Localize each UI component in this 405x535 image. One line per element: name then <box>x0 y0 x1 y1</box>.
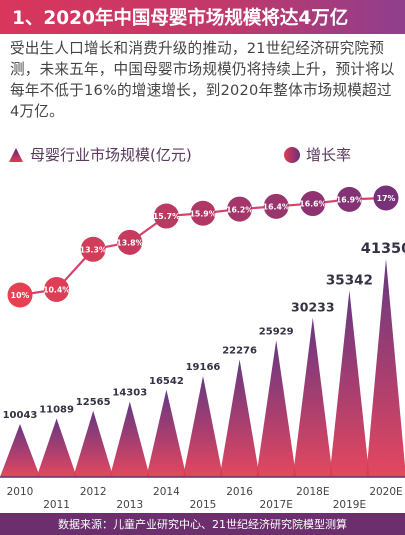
bar-2013 <box>109 401 150 477</box>
bar-value-label: 10043 <box>3 410 38 421</box>
bar-2014 <box>146 389 187 477</box>
source-note: 数据来源：儿童产业研究中心、21世纪经济研究院模型测算 <box>58 518 347 531</box>
x-tick-label: 2013 <box>116 499 143 510</box>
bar-2020E <box>366 259 405 477</box>
bar-2016 <box>219 359 260 477</box>
bar-2019E <box>329 290 370 477</box>
page-title: 1、2020年中国母婴市场规模将达4万亿 <box>12 8 349 29</box>
growth-rate-label: 15.7% <box>153 212 180 221</box>
bar-value-label: 35342 <box>326 273 373 289</box>
bar-value-label: 19166 <box>186 362 221 373</box>
x-tick-label: 2012 <box>80 486 107 498</box>
growth-rate-label: 13.8% <box>116 239 143 248</box>
x-tick-label: 2010 <box>7 486 34 498</box>
growth-rate-point <box>117 229 143 255</box>
growth-rate-point <box>263 193 289 219</box>
x-tick-label: 2011 <box>43 499 70 510</box>
growth-rate-point <box>7 282 33 308</box>
growth-rate-point <box>80 236 106 262</box>
growth-rate-point <box>153 203 179 229</box>
bar-value-label: 22276 <box>222 346 257 357</box>
legend-line-label: 增长率 <box>306 146 351 164</box>
x-tick-label: 2017E <box>260 499 293 510</box>
growth-rate-series: 10% 10.4% 13.3% 13.8% 15.7% 15.9% 16.2% 16.4% 16… <box>7 185 399 308</box>
x-tick-label: 2020E <box>369 486 402 498</box>
x-tick-label: 2015 <box>190 499 217 510</box>
source-footer: 数据来源：儿童产业研究中心、21世纪经济研究院模型测算 <box>0 513 405 535</box>
title-bar: 1、2020年中国母婴市场规模将达4万亿 <box>0 0 405 34</box>
bar-2012 <box>73 410 114 477</box>
bar-series <box>0 259 405 477</box>
bar-2017E <box>256 340 297 477</box>
growth-rate-label: 16.2% <box>226 205 253 214</box>
bar-value-label: 41350 <box>361 241 405 257</box>
growth-rate-label: 17% <box>377 194 396 203</box>
bar-value-labels: 1004311089125651430316542191662227625929… <box>3 241 405 421</box>
growth-rate-point <box>373 185 399 211</box>
growth-rate-label: 10.4% <box>43 286 70 295</box>
legend-bar-marker <box>9 148 23 162</box>
growth-rate-point <box>227 196 253 222</box>
growth-rate-label: 16.4% <box>263 203 290 212</box>
x-tick-label: 2019E <box>333 499 366 510</box>
growth-rate-point <box>44 276 70 302</box>
growth-rate-label: 16.9% <box>336 196 363 205</box>
legend-bar-label: 母婴行业市场规模(亿元) <box>30 146 192 164</box>
bar-value-label: 12565 <box>76 397 111 408</box>
bar-value-label: 14303 <box>112 388 147 399</box>
bar-value-label: 30233 <box>291 300 335 315</box>
bar-value-label: 11089 <box>39 405 74 416</box>
growth-rate-label: 16.6% <box>299 200 326 209</box>
growth-rate-point <box>300 191 326 217</box>
x-tick-label: 2018E <box>296 486 329 498</box>
growth-rate-label: 13.3% <box>80 245 107 254</box>
intro-paragraph: 受出生人口增长和消费升级的推动，21世纪经济研究院预测，未来五年，中国母婴市场规… <box>10 40 395 120</box>
growth-rate-point <box>336 186 362 212</box>
growth-rate-label: 15.9% <box>189 209 216 218</box>
growth-rate-label: 10% <box>11 291 30 300</box>
bar-value-label: 25929 <box>259 326 294 337</box>
bar-2018E <box>292 317 333 477</box>
bar-value-label: 16542 <box>149 376 184 387</box>
x-tick-label: 2014 <box>153 486 180 498</box>
x-tick-label: 2016 <box>226 486 253 498</box>
bar-2010 <box>0 424 40 477</box>
growth-rate-point <box>190 200 216 226</box>
legend-line-marker <box>284 147 300 163</box>
bar-2015 <box>183 375 223 477</box>
market-size-chart: 母婴行业市场规模(亿元) 增长率 10043110891256514303165… <box>0 146 405 510</box>
chart-legend: 母婴行业市场规模(亿元) 增长率 <box>9 146 351 164</box>
bar-2011 <box>36 418 77 477</box>
